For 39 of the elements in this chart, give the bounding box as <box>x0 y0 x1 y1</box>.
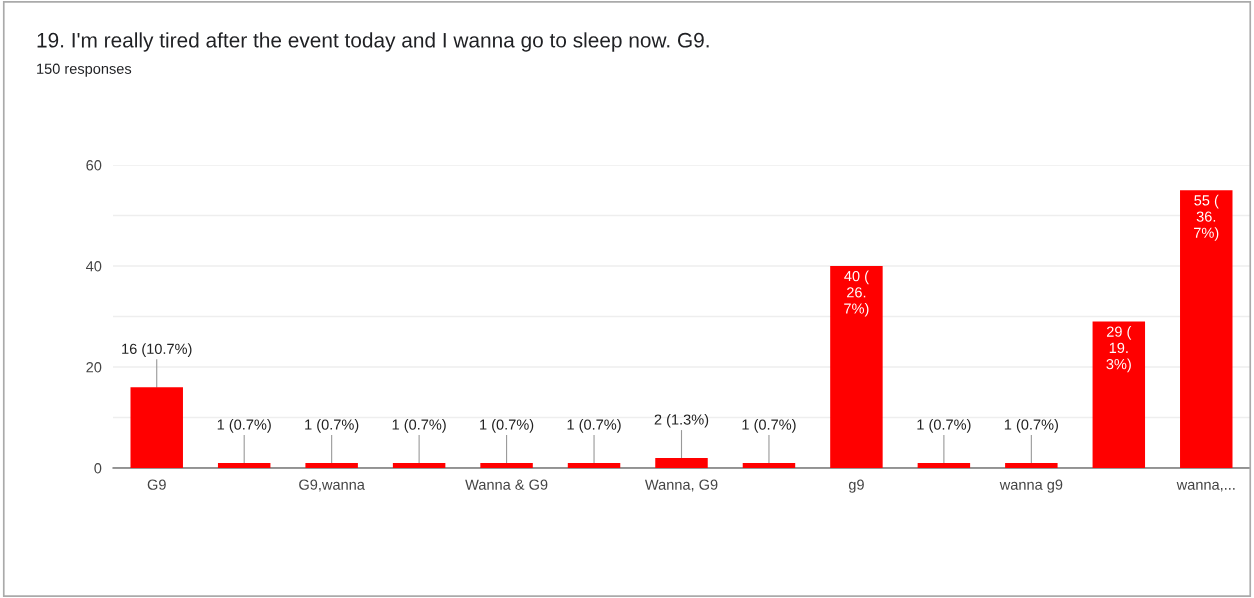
data-label: 55 ( 36. 7%) <box>1194 194 1219 241</box>
y-tick-label: 60 <box>86 160 102 171</box>
y-tick-label: 20 <box>86 362 102 373</box>
bar <box>1092 321 1146 468</box>
bar <box>480 462 533 468</box>
data-label: 16 (10.7%) <box>122 343 192 357</box>
bar <box>392 462 446 468</box>
bar <box>1005 462 1058 468</box>
x-tick-label: wanna,... <box>1176 481 1235 492</box>
bar <box>830 266 883 468</box>
y-tick-label: 0 <box>94 463 102 474</box>
x-tick-label: G9,wanna <box>299 479 365 492</box>
data-label: 1 (0.7%) <box>217 419 271 433</box>
data-label: 1 (0.7%) <box>567 419 621 433</box>
bar <box>130 387 183 468</box>
data-label: 29 ( 19. 3%) <box>1106 326 1132 373</box>
data-label: 1 (0.7%) <box>917 419 971 433</box>
bar <box>305 462 358 468</box>
x-tick-label: Wanna, G9 <box>644 479 718 492</box>
data-label: 1 (0.7%) <box>1004 419 1058 433</box>
data-label: 1 (0.7%) <box>305 419 359 433</box>
data-label: 40 ( 26. 7%) <box>844 270 869 317</box>
y-tick-label: 40 <box>86 261 102 272</box>
bar <box>567 462 621 468</box>
chart-title: 19. I'm really tired after the event today and I wanna go to sleep now. G9. <box>37 32 709 52</box>
bar <box>655 457 708 468</box>
x-tick-label: G9 <box>147 479 166 490</box>
bar <box>217 462 271 468</box>
x-tick-label: wanna g9 <box>999 479 1063 493</box>
data-label: 1 (0.7%) <box>742 419 796 433</box>
data-label: 2 (1.3%) <box>654 414 709 428</box>
data-label: 1 (0.7%) <box>480 419 534 433</box>
bar <box>1180 190 1233 468</box>
bar <box>742 462 796 468</box>
data-label: 1 (0.7%) <box>392 419 446 433</box>
x-tick-label: g9 <box>848 479 864 493</box>
x-tick-label: Wanna & G9 <box>465 479 548 490</box>
chart-subtitle: 150 responses <box>37 63 132 77</box>
bar <box>917 462 971 468</box>
